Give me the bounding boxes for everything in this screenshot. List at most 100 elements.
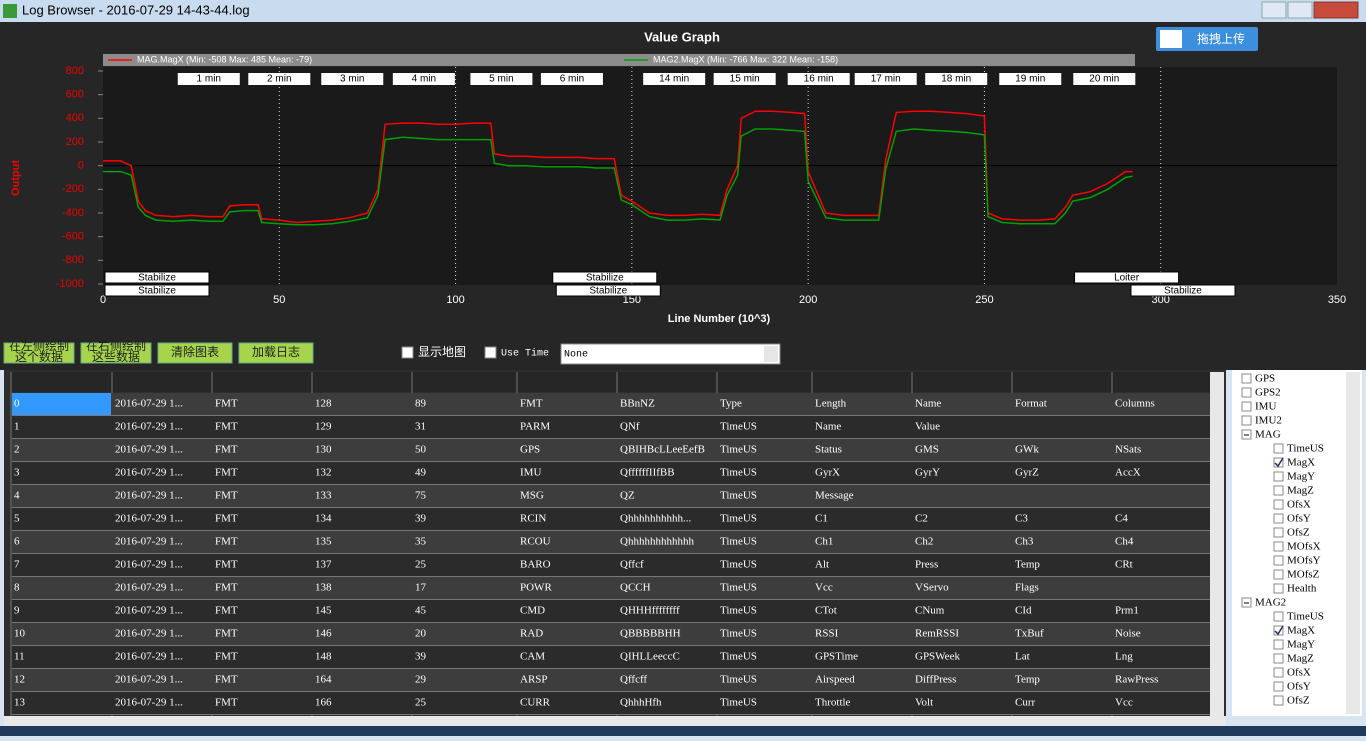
tree-checkbox[interactable] [1241, 415, 1252, 426]
time-marker-box [925, 73, 988, 85]
minimize-button[interactable] [1261, 1, 1287, 19]
tree-checkbox[interactable] [1273, 569, 1284, 580]
flight-mode-label: Loiter [1114, 273, 1140, 284]
use-time-checkbox[interactable] [484, 346, 497, 359]
y-tick-label: 0 [78, 160, 84, 172]
table-cell: RSSI [815, 628, 839, 640]
tree-checkbox[interactable] [1273, 625, 1284, 636]
table-cell: DiffPress [915, 674, 956, 686]
tree-label: IMU2 [1255, 415, 1282, 427]
tree-checkbox[interactable] [1273, 485, 1284, 496]
table-cell: Message [815, 490, 854, 502]
button-label: 这些数据 [92, 349, 140, 364]
table-row[interactable] [12, 554, 1210, 576]
field-tree [1232, 370, 1362, 716]
table-cell: FMT [215, 444, 238, 456]
table-cell: 49 [415, 467, 427, 479]
table-cell: GyrY [915, 467, 940, 479]
table-cell: TxBuf [1015, 628, 1044, 640]
time-marker-box [854, 73, 917, 85]
tree-checkbox[interactable] [1273, 639, 1284, 650]
horizontal-scrollbar[interactable] [4, 716, 1226, 726]
tree-checkbox[interactable] [1273, 681, 1284, 692]
table-cell: Qffcff [620, 674, 647, 686]
table-cell: 129 [315, 421, 332, 433]
table-cell: 2016-07-29 1... [115, 513, 183, 525]
table-cell: Vcc [1115, 697, 1133, 709]
table-cell: FMT [215, 628, 238, 640]
time-marker-label: 18 min [941, 74, 971, 85]
action-button[interactable] [157, 342, 233, 364]
table-cell: FMT [215, 513, 238, 525]
tree-checkbox[interactable] [1241, 373, 1252, 384]
table-cell: 25 [415, 697, 427, 709]
tree-checkbox[interactable] [1273, 499, 1284, 510]
table-cell: Temp [1015, 674, 1040, 686]
tree-checkbox[interactable] [1273, 667, 1284, 678]
tree-checkbox[interactable] [1273, 513, 1284, 524]
tree-checkbox[interactable] [1273, 583, 1284, 594]
table-row[interactable] [12, 577, 1210, 599]
tree-checkbox[interactable] [1273, 443, 1284, 454]
table-cell: 5 [14, 513, 20, 525]
tree-checkbox[interactable] [1273, 471, 1284, 482]
table-cell: FMT [215, 421, 238, 433]
table-cell: 2016-07-29 1... [115, 490, 183, 502]
table-row[interactable] [12, 393, 1210, 415]
action-button[interactable] [80, 342, 152, 364]
action-button[interactable] [3, 342, 75, 364]
tree-scrollbar[interactable] [1346, 372, 1360, 714]
table-cell: CId [1015, 605, 1032, 617]
table-cell: TimeUS [720, 536, 757, 548]
tree-checkbox[interactable] [1273, 541, 1284, 552]
flight-mode-box [555, 284, 661, 297]
table-row[interactable] [12, 508, 1210, 530]
table-cell: 2016-07-29 1... [115, 536, 183, 548]
table-row[interactable] [12, 600, 1210, 622]
flight-mode-label: Stabilize [1164, 286, 1202, 297]
table-row[interactable] [12, 531, 1210, 553]
time-marker-label: 5 min [489, 74, 513, 85]
table-row[interactable] [12, 485, 1210, 507]
table-header [12, 372, 1210, 392]
select-arrow[interactable] [764, 346, 778, 362]
table-row[interactable] [12, 439, 1210, 461]
table-row[interactable] [12, 692, 1210, 714]
table-cell: 11 [14, 651, 25, 663]
tree-checkbox[interactable] [1241, 401, 1252, 412]
close-button[interactable] [1313, 1, 1359, 19]
button-label: 这个数据 [15, 349, 63, 364]
tree-checkbox[interactable] [1273, 653, 1284, 664]
action-button[interactable] [238, 342, 314, 364]
table-cell: Ch2 [915, 536, 933, 548]
table-cell: RemRSSI [915, 628, 959, 640]
tree-checkbox[interactable] [1273, 611, 1284, 622]
show-map-checkbox[interactable] [401, 346, 414, 359]
table-cell: GyrZ [1015, 467, 1039, 479]
tree-checkbox[interactable] [1273, 527, 1284, 538]
table-row[interactable] [12, 669, 1210, 691]
table-row[interactable] [12, 646, 1210, 668]
table-scrollbar[interactable] [1210, 372, 1224, 716]
table-cell: QCCH [620, 582, 651, 594]
table-row[interactable] [12, 416, 1210, 438]
tree-label: OfsX [1287, 499, 1311, 511]
table-cell: GPS [520, 444, 540, 456]
tree-checkbox[interactable] [1273, 695, 1284, 706]
field-select[interactable] [560, 343, 781, 365]
tree-checkbox[interactable] [1273, 457, 1284, 468]
table-cell: GMS [915, 444, 939, 456]
x-axis-title: Line Number (10^3) [668, 313, 771, 325]
tree-checkbox[interactable] [1241, 387, 1252, 398]
table-cell: 13 [14, 697, 26, 709]
table-cell: CTot [815, 605, 837, 617]
table-cell: 39 [415, 651, 427, 663]
table-cell: GyrX [815, 467, 840, 479]
table-cell: TimeUS [720, 651, 757, 663]
maximize-button[interactable] [1287, 1, 1313, 19]
y-tick-label: -800 [62, 254, 84, 266]
table-cell: Value [915, 421, 940, 433]
table-row[interactable] [12, 462, 1210, 484]
table-row[interactable] [12, 623, 1210, 645]
tree-checkbox[interactable] [1273, 555, 1284, 566]
